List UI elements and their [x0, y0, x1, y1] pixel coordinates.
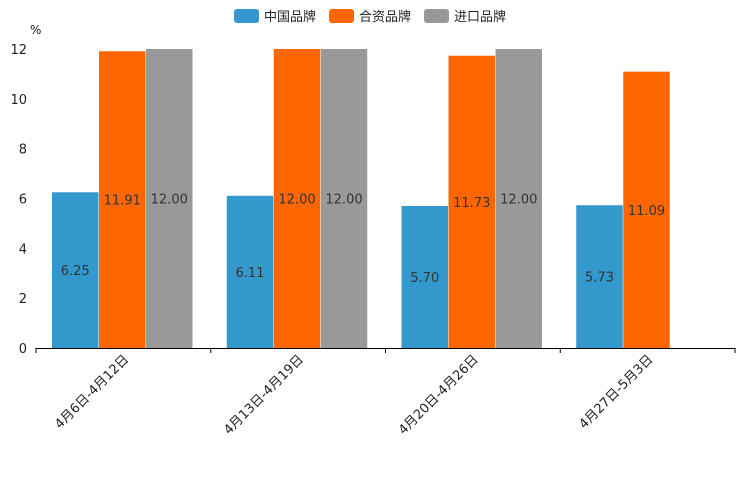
y-axis-unit-label: % [30, 23, 41, 37]
y-tick-label: 0 [19, 342, 27, 357]
legend-swatch-1 [234, 9, 259, 23]
y-tick-label: 10 [10, 93, 27, 108]
data-label: 5.70 [410, 271, 439, 286]
y-tick-label: 2 [19, 292, 27, 307]
data-label: 6.25 [61, 264, 90, 279]
legend-swatch-3 [424, 9, 449, 23]
bar-1-4 [576, 205, 623, 348]
data-label: 11.09 [628, 204, 665, 219]
y-tick-label: 12 [10, 43, 27, 58]
bar-1-3 [401, 205, 448, 348]
legend-label-3: 进口品牌 [454, 9, 506, 25]
legend: 中国品牌 合资品牌 进口品牌 [234, 9, 506, 25]
bar-3-3 [495, 49, 542, 348]
bar-3-1 [146, 49, 193, 348]
data-label: 12.00 [325, 193, 362, 208]
legend-label-2: 合资品牌 [359, 9, 411, 25]
data-label: 11.91 [104, 194, 141, 209]
bar-2-1 [99, 51, 146, 349]
data-label: 12.00 [151, 193, 188, 208]
bar-1-1 [52, 192, 99, 348]
x-axis: 4月6日-4月12日 4月13日-4月19日 4月20日-4月26日 4月27日-5月… [35, 348, 736, 438]
data-label: 12.00 [500, 193, 537, 208]
x-tick-label: 4月13日-4月19日 [221, 352, 307, 438]
x-tick-label: 4月20日-4月26日 [396, 352, 482, 438]
data-label: 5.73 [585, 271, 614, 286]
bar-1-2 [226, 195, 274, 348]
y-tick-label: 4 [19, 242, 27, 257]
x-tick-label: 4月27日-5月3日 [577, 352, 657, 432]
bar-2-4 [623, 71, 670, 348]
legend-label-1: 中国品牌 [264, 9, 316, 25]
bars: 6.25 11.91 12.00 6.11 12.00 12.00 5.70 11.73 12.… [52, 49, 670, 349]
legend-swatch-2 [329, 9, 354, 23]
bar-3-2 [320, 49, 368, 348]
data-label: 6.11 [236, 266, 265, 281]
bar-2-3 [448, 55, 495, 348]
data-label: 11.73 [453, 196, 490, 211]
x-tick-label: 4月6日-4月12日 [52, 352, 132, 432]
data-label: 12.00 [278, 193, 315, 208]
y-tick-label: 6 [19, 193, 27, 208]
y-tick-label: 8 [19, 143, 27, 158]
y-axis: 0 2 4 6 8 10 12 [10, 43, 27, 357]
bar-2-2 [273, 49, 321, 348]
